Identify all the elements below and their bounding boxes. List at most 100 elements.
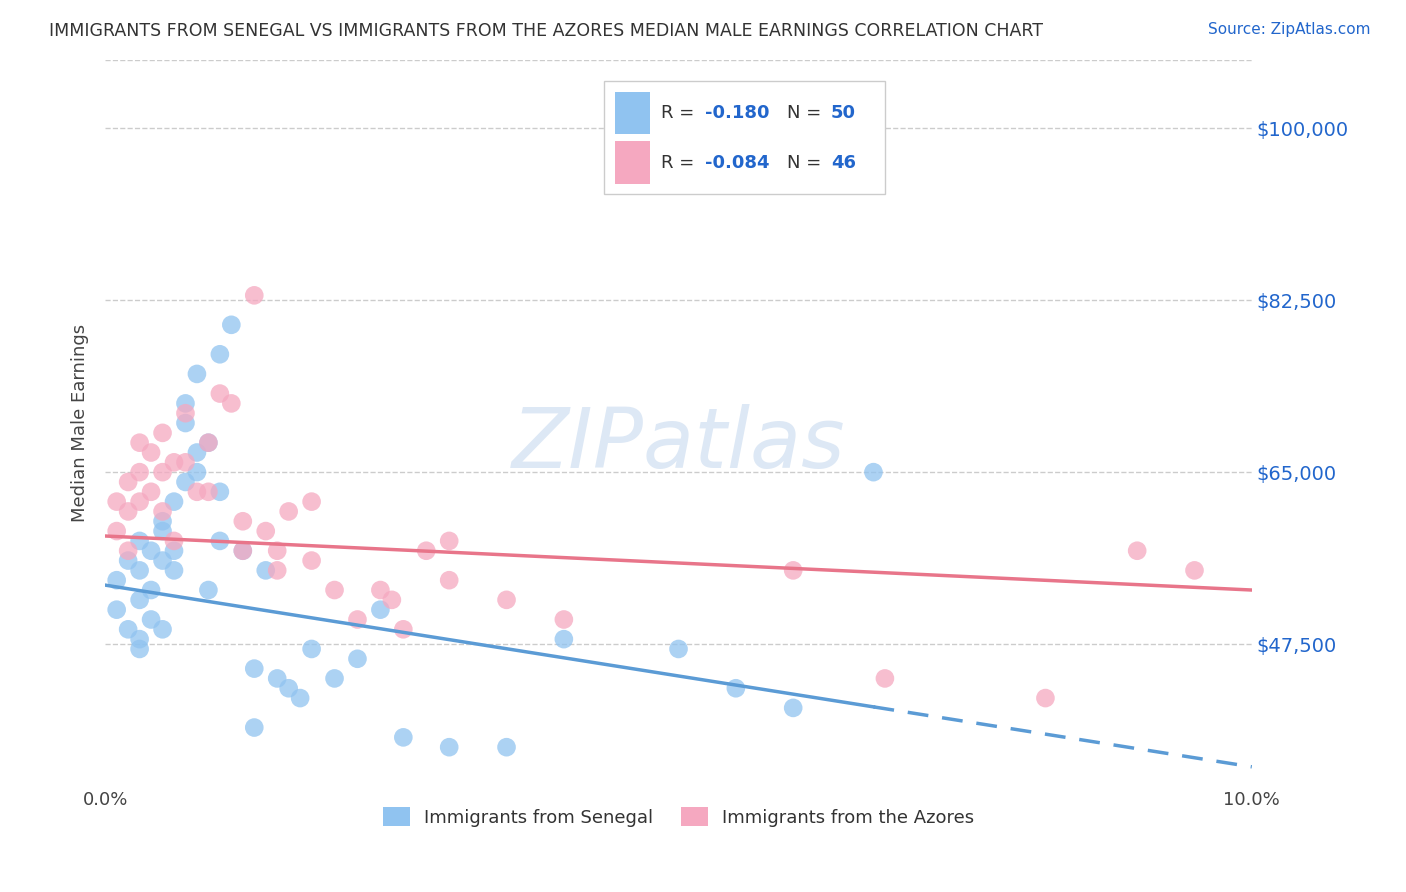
Point — [346, 613, 368, 627]
Text: 46: 46 — [831, 153, 856, 171]
Point — [243, 721, 266, 735]
Point — [232, 543, 254, 558]
Point — [105, 573, 128, 587]
Point — [117, 504, 139, 518]
Point — [668, 642, 690, 657]
Point — [232, 543, 254, 558]
Point — [152, 504, 174, 518]
Legend: Immigrants from Senegal, Immigrants from the Azores: Immigrants from Senegal, Immigrants from… — [374, 798, 983, 836]
Point — [370, 582, 392, 597]
Point — [288, 691, 311, 706]
Point — [495, 592, 517, 607]
Point — [128, 435, 150, 450]
Point — [163, 533, 186, 548]
Point — [437, 573, 460, 587]
FancyBboxPatch shape — [605, 81, 884, 194]
Point — [782, 701, 804, 715]
Point — [323, 582, 346, 597]
Point — [392, 731, 415, 745]
Point — [1184, 563, 1206, 577]
Point — [437, 533, 460, 548]
Point — [221, 396, 243, 410]
Point — [139, 445, 162, 459]
Point — [128, 465, 150, 479]
Point — [266, 672, 288, 686]
Point — [186, 465, 208, 479]
Point — [163, 494, 186, 508]
Point — [724, 681, 747, 696]
Point — [323, 672, 346, 686]
Text: Source: ZipAtlas.com: Source: ZipAtlas.com — [1208, 22, 1371, 37]
Point — [105, 524, 128, 538]
Point — [139, 613, 162, 627]
Point — [152, 524, 174, 538]
Point — [277, 681, 299, 696]
Point — [370, 602, 392, 616]
Point — [495, 740, 517, 755]
Text: -0.084: -0.084 — [704, 153, 769, 171]
Point — [208, 533, 231, 548]
Point — [152, 465, 174, 479]
Point — [139, 484, 162, 499]
Point — [221, 318, 243, 332]
Point — [174, 406, 197, 420]
Point — [208, 386, 231, 401]
Point — [1126, 543, 1149, 558]
Point — [128, 563, 150, 577]
Point — [174, 455, 197, 469]
Point — [186, 367, 208, 381]
Point — [208, 484, 231, 499]
Point — [128, 592, 150, 607]
Point — [232, 514, 254, 528]
Point — [186, 484, 208, 499]
Point — [1035, 691, 1057, 706]
Point — [128, 494, 150, 508]
Point — [392, 623, 415, 637]
Point — [301, 494, 323, 508]
Point — [128, 533, 150, 548]
Point — [186, 445, 208, 459]
Point — [301, 642, 323, 657]
Point — [381, 592, 404, 607]
Text: N =: N = — [787, 153, 828, 171]
Point — [873, 672, 896, 686]
Point — [197, 582, 219, 597]
FancyBboxPatch shape — [616, 92, 650, 134]
Point — [174, 416, 197, 430]
Point — [105, 494, 128, 508]
Point — [128, 632, 150, 647]
Point — [117, 553, 139, 567]
Point — [266, 543, 288, 558]
Point — [105, 602, 128, 616]
Point — [117, 475, 139, 489]
Point — [152, 425, 174, 440]
Point — [346, 652, 368, 666]
Point — [117, 543, 139, 558]
Point — [782, 563, 804, 577]
Point — [243, 662, 266, 676]
Point — [437, 740, 460, 755]
Point — [243, 288, 266, 302]
Point — [163, 455, 186, 469]
Point — [174, 396, 197, 410]
Point — [139, 582, 162, 597]
Point — [117, 623, 139, 637]
Text: R =: R = — [661, 153, 700, 171]
Point — [277, 504, 299, 518]
Point — [208, 347, 231, 361]
Point — [197, 484, 219, 499]
Text: IMMIGRANTS FROM SENEGAL VS IMMIGRANTS FROM THE AZORES MEDIAN MALE EARNINGS CORRE: IMMIGRANTS FROM SENEGAL VS IMMIGRANTS FR… — [49, 22, 1043, 40]
Text: ZIPatlas: ZIPatlas — [512, 404, 845, 485]
Text: R =: R = — [661, 104, 700, 122]
Point — [128, 642, 150, 657]
Point — [152, 514, 174, 528]
Point — [152, 623, 174, 637]
Point — [163, 563, 186, 577]
Point — [152, 553, 174, 567]
Point — [254, 563, 277, 577]
Y-axis label: Median Male Earnings: Median Male Earnings — [72, 324, 89, 522]
Point — [415, 543, 437, 558]
Point — [553, 632, 575, 647]
Point — [163, 543, 186, 558]
Text: -0.180: -0.180 — [704, 104, 769, 122]
